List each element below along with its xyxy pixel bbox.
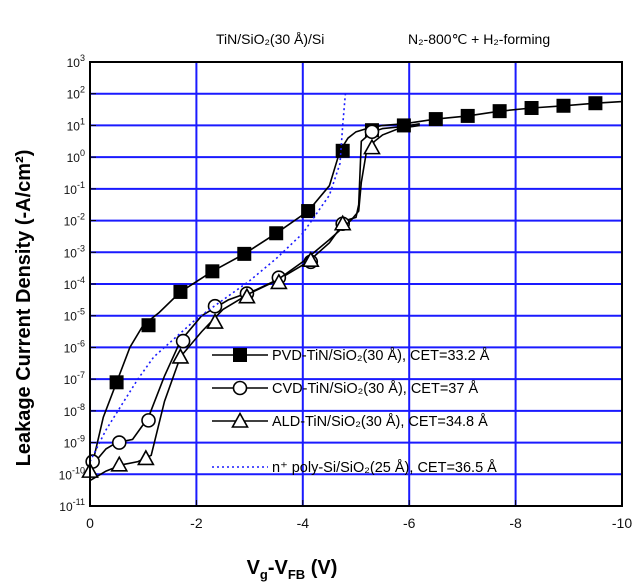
data-point-2 xyxy=(137,449,155,466)
data-point-0 xyxy=(588,96,603,111)
y-axis-label: Leakage Current Density (-A/cm²) xyxy=(13,150,35,467)
data-point-0 xyxy=(205,264,220,279)
legend-label-1: CVD-TiN/SiO₂(30 Å), CET=37 Å xyxy=(272,380,478,397)
y-tick-label: 103 xyxy=(67,53,85,70)
data-point-0 xyxy=(237,246,252,261)
legend-marker-2 xyxy=(231,411,249,428)
x-tick-label: -8 xyxy=(509,515,522,531)
data-point-0 xyxy=(301,204,316,219)
chart-title-right: N₂-800℃ + H₂-forming xyxy=(408,31,550,47)
y-tick-label: 100 xyxy=(67,148,85,165)
y-tick-label: 10-11 xyxy=(59,497,85,514)
data-point-2 xyxy=(301,251,320,268)
legend-label-2: ALD-TiN/SiO₂(30 Å), CET=34.8 Å xyxy=(272,413,488,430)
x-tick-label: -10 xyxy=(612,515,632,531)
axis-ticks: 10310210110010-110-210-310-410-510-610-7… xyxy=(59,53,633,531)
legend-label-3: n⁺ poly-Si/SiO₂(25 Å), CET=36.5 Å xyxy=(272,459,497,476)
data-point-2 xyxy=(238,287,256,304)
data-point-2 xyxy=(206,312,224,329)
data-point-1 xyxy=(364,124,380,140)
legend-marker-0 xyxy=(233,348,247,362)
y-tick-label: 10-6 xyxy=(64,338,85,355)
y-tick-label: 10-2 xyxy=(64,212,85,229)
data-point-0 xyxy=(428,112,443,127)
data-point-0 xyxy=(556,98,571,113)
y-tick-label: 10-5 xyxy=(64,307,85,324)
y-tick-label: 102 xyxy=(67,85,85,102)
x-tick-label: 0 xyxy=(86,515,94,531)
legend-label-0: PVD-TiN/SiO₂(30 Å), CET=33.2 Å xyxy=(272,347,490,364)
legend-marker-1 xyxy=(232,380,248,396)
y-tick-label: 10-10 xyxy=(59,465,85,482)
y-tick-label: 10-9 xyxy=(64,434,85,451)
legend: PVD-TiN/SiO₂(30 Å), CET=33.2 Å CVD-TiN/Si… xyxy=(212,347,497,476)
data-point-1 xyxy=(175,333,191,349)
data-point-1 xyxy=(141,413,156,428)
x-tick-label: -2 xyxy=(190,515,203,531)
data-point-2 xyxy=(270,273,288,290)
data-point-0 xyxy=(141,318,156,333)
data-point-1 xyxy=(207,298,223,314)
data-point-0 xyxy=(524,100,539,115)
x-axis-label: Vg-VFB (V) xyxy=(247,557,338,582)
data-point-0 xyxy=(109,375,124,390)
y-tick-label: 10-7 xyxy=(64,370,85,387)
x-tick-label: -6 xyxy=(403,515,416,531)
x-tick-label: -4 xyxy=(297,515,310,531)
y-tick-label: 10-8 xyxy=(64,402,85,419)
data-point-2 xyxy=(171,347,190,364)
data-point-2 xyxy=(110,455,129,472)
data-point-0 xyxy=(269,226,284,241)
series-line-3 xyxy=(89,93,347,462)
plot-frame xyxy=(89,61,623,507)
y-tick-label: 101 xyxy=(67,116,85,133)
y-tick-label: 10-1 xyxy=(64,180,85,197)
data-point-0 xyxy=(460,108,475,123)
y-tick-label: 10-3 xyxy=(64,243,85,260)
data-point-0 xyxy=(492,104,507,119)
y-tick-label: 10-4 xyxy=(64,275,85,292)
data-point-1 xyxy=(111,435,127,450)
data-point-2 xyxy=(363,138,381,155)
data-point-0 xyxy=(335,143,350,158)
grid-lines xyxy=(90,62,622,506)
data-point-2 xyxy=(333,214,352,231)
chart-title-left: TiN/SiO₂(30 Å)/Si xyxy=(216,31,324,47)
data-point-0 xyxy=(173,284,188,299)
